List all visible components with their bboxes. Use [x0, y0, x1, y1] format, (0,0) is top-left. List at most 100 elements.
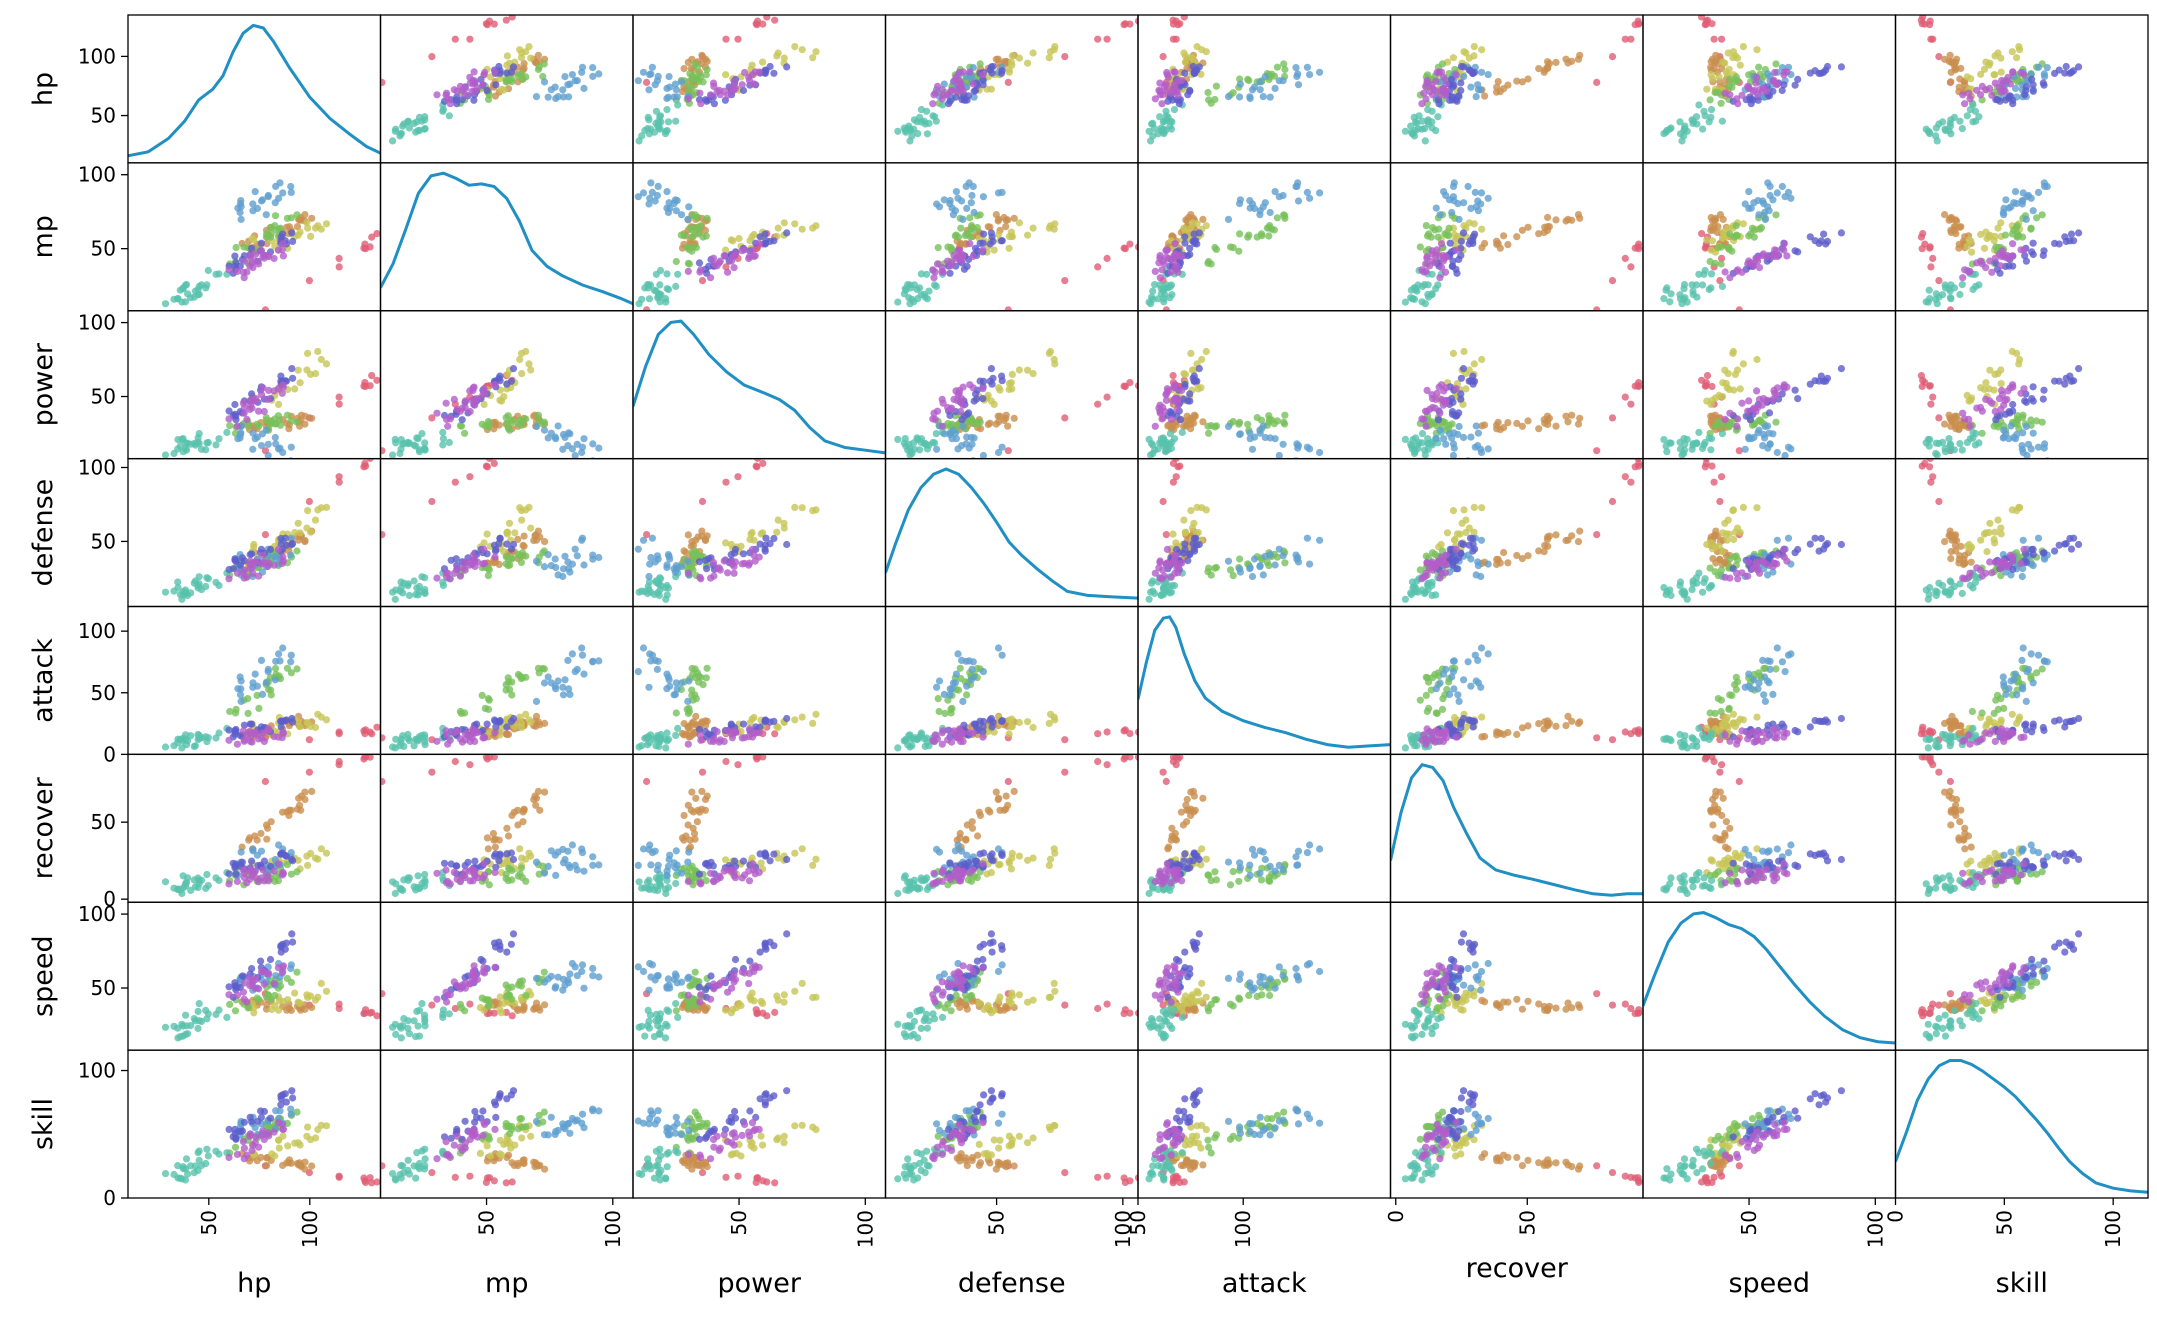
scatter-point	[1918, 449, 1925, 456]
scatter-point	[1005, 68, 1014, 76]
scatter-point	[1471, 230, 1479, 238]
scatter-point	[1726, 274, 1734, 282]
scatter-point	[271, 222, 279, 230]
scatter-point	[1753, 504, 1761, 512]
scatter-point	[2002, 196, 2010, 204]
scatter-point	[2016, 504, 2024, 512]
scatter-point	[1180, 15, 1188, 21]
scatter-point	[1941, 126, 1950, 135]
scatter-point	[1094, 35, 1102, 43]
scatter-point	[1749, 88, 1757, 96]
scatter-point	[187, 589, 195, 597]
scatter-point	[520, 532, 528, 540]
scatter-point	[1246, 429, 1254, 437]
scatter-point	[289, 540, 297, 548]
scatter-point	[1004, 78, 1012, 86]
scatter-point	[2040, 247, 2048, 255]
scatter-point	[249, 200, 257, 208]
scatter-point	[161, 300, 170, 308]
scatter-point	[1280, 60, 1288, 68]
scatter-point	[1159, 257, 1167, 265]
scatter-point	[774, 224, 782, 232]
scatter-point	[1710, 35, 1718, 43]
scatter-point	[1978, 429, 1986, 437]
scatter-point	[1593, 447, 1601, 455]
scatter-point	[952, 93, 960, 101]
scatter-point	[1261, 552, 1269, 560]
scatter-point	[1421, 137, 1429, 145]
scatter-point	[969, 182, 977, 191]
scatter-point	[1771, 68, 1779, 77]
scatter-point	[1457, 390, 1465, 398]
scatter-point	[2002, 430, 2010, 438]
scatter-point	[421, 439, 429, 447]
scatter-point	[2009, 400, 2017, 409]
scatter-point	[1761, 215, 1769, 223]
scatter-point	[1783, 383, 1791, 391]
scatter-point	[693, 214, 702, 222]
scatter-point	[1932, 290, 1940, 298]
scatter-point	[258, 430, 267, 438]
scatter-point	[1478, 504, 1486, 512]
scatter-point	[1436, 211, 1444, 219]
scatter-point	[663, 563, 671, 572]
scatter-point	[271, 552, 279, 560]
scatter-point	[433, 409, 441, 417]
scatter-point	[2019, 448, 2027, 457]
kde-line-hp	[128, 23, 381, 158]
scatter-point	[262, 211, 270, 219]
scatter-point	[1692, 281, 1701, 289]
scatter-point	[1470, 360, 1478, 368]
scatter-point	[722, 539, 730, 547]
scatter-point	[484, 423, 493, 431]
scatter-point	[1024, 366, 1032, 374]
scatter-point	[161, 451, 170, 459]
scatter-point	[2039, 395, 2047, 403]
scatter-point	[255, 407, 263, 415]
scatter-point	[1739, 360, 1747, 368]
scatter-point	[244, 422, 252, 430]
scatter-point	[471, 395, 479, 403]
scatter-point	[1744, 260, 1752, 268]
scatter-point	[1316, 536, 1324, 544]
scatter-point	[1303, 63, 1311, 71]
scatter-point	[1781, 193, 1789, 201]
scatter-point	[470, 557, 478, 565]
scatter-point	[989, 62, 997, 71]
scatter-point	[1188, 524, 1196, 532]
scatter-point	[293, 223, 302, 231]
scatter-point	[663, 204, 671, 212]
scatter-point	[1151, 95, 1159, 103]
scatter-point	[1410, 132, 1419, 140]
scatter-point	[1820, 377, 1828, 385]
panel-plot-area	[1401, 17, 1643, 145]
scatter-point	[2040, 81, 2048, 89]
scatter-point	[2027, 416, 2035, 424]
scatter-point	[1971, 107, 1979, 115]
scatter-point	[391, 595, 399, 603]
panel-mp-vs-defense	[884, 162, 1139, 312]
scatter-point	[2016, 46, 2024, 54]
scatter-point	[1466, 534, 1475, 542]
scatter-point	[791, 220, 799, 228]
scatter-point	[1002, 223, 1010, 231]
scatter-point	[392, 439, 400, 447]
scatter-point	[1005, 380, 1014, 388]
scatter-point	[271, 415, 279, 423]
scatter-point	[1460, 73, 1468, 81]
scatter-point	[946, 269, 954, 277]
scatter-point	[933, 260, 942, 268]
scatter-point	[212, 578, 220, 587]
scatter-point	[934, 244, 942, 252]
scatter-point	[1246, 563, 1254, 572]
scatter-point	[1773, 247, 1781, 255]
panel-power-vs-attack	[1137, 310, 1392, 460]
scatter-point	[1983, 548, 1991, 556]
scatter-point	[466, 35, 474, 43]
scatter-point	[279, 252, 287, 260]
scatter-point	[249, 445, 257, 453]
scatter-point	[485, 458, 494, 462]
scatter-point	[1477, 68, 1486, 76]
scatter-point	[1627, 400, 1635, 408]
scatter-point	[780, 219, 788, 227]
